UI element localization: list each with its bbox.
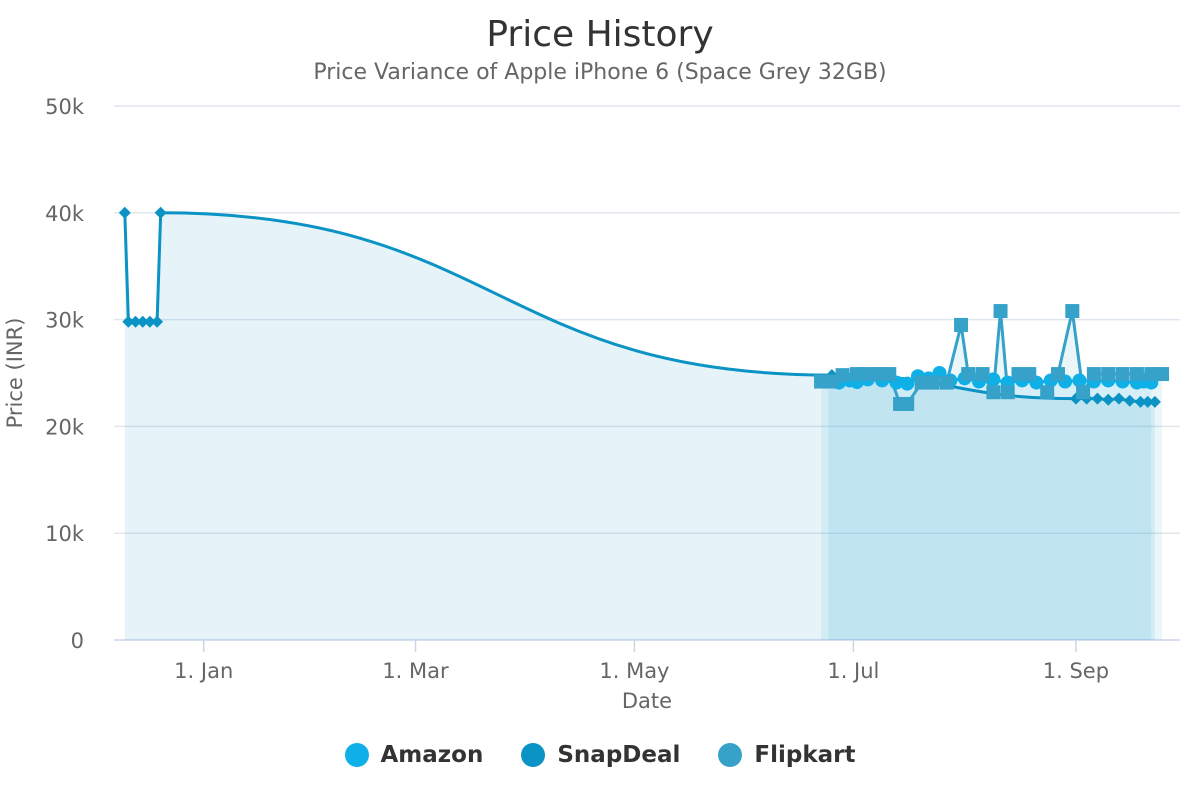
point-flipkart xyxy=(849,367,864,382)
point-snapdeal xyxy=(136,315,149,328)
y-tick-label: 40k xyxy=(45,202,85,226)
y-tick-label: 20k xyxy=(45,415,85,439)
point-flipkart xyxy=(1000,385,1015,400)
x-tick-label: 1. May xyxy=(599,659,669,683)
point-flipkart xyxy=(1086,367,1101,382)
x-tick-label: 1. Sep xyxy=(1043,659,1109,683)
point-amazon xyxy=(1072,373,1087,388)
point-flipkart xyxy=(939,375,954,390)
flipkart-circle-icon xyxy=(718,743,743,767)
point-flipkart xyxy=(975,367,990,382)
legend-label-amazon: Amazon xyxy=(380,742,484,768)
legend-item-snapdeal[interactable]: SnapDeal xyxy=(521,742,680,768)
point-snapdeal xyxy=(1123,394,1136,407)
point-flipkart xyxy=(1076,385,1091,400)
y-tick-label: 50k xyxy=(45,95,85,119)
point-flipkart xyxy=(1144,367,1159,382)
y-tick-label: 30k xyxy=(45,309,85,333)
point-snapdeal xyxy=(151,315,164,328)
point-flipkart xyxy=(882,367,897,382)
point-flipkart xyxy=(925,375,940,390)
point-snapdeal xyxy=(1134,395,1147,408)
legend-item-flipkart[interactable]: Flipkart xyxy=(718,742,856,768)
point-flipkart xyxy=(824,374,839,389)
point-flipkart xyxy=(993,304,1008,319)
point-snapdeal xyxy=(143,315,156,328)
point-flipkart xyxy=(986,385,1001,400)
x-tick-label: 1. Jul xyxy=(827,659,879,683)
point-snapdeal xyxy=(1141,395,1154,408)
point-snapdeal xyxy=(118,206,131,219)
area-flipkart xyxy=(821,311,1163,640)
legend-label-flipkart: Flipkart xyxy=(754,742,856,768)
point-flipkart xyxy=(814,374,829,389)
point-flipkart xyxy=(1011,367,1026,382)
point-snapdeal xyxy=(1148,395,1161,408)
point-amazon xyxy=(900,376,915,391)
y-tick-label: 10k xyxy=(45,522,85,546)
legend-item-amazon[interactable]: Amazon xyxy=(344,742,484,768)
point-flipkart xyxy=(860,367,875,382)
y-tick-label: 0 xyxy=(71,629,84,653)
area-snapdeal xyxy=(124,212,1155,641)
point-snapdeal xyxy=(1091,392,1104,405)
point-snapdeal xyxy=(122,315,135,328)
point-snapdeal xyxy=(1112,392,1125,405)
snapdeal-circle-icon xyxy=(521,743,546,767)
point-flipkart xyxy=(900,396,915,411)
x-tick-label: 1. Mar xyxy=(382,659,449,683)
point-flipkart xyxy=(914,375,929,390)
point-flipkart xyxy=(954,317,969,332)
point-flipkart xyxy=(961,367,976,382)
point-flipkart xyxy=(1115,367,1130,382)
point-flipkart xyxy=(1050,367,1065,382)
chart-title: Price History xyxy=(486,14,714,55)
point-snapdeal xyxy=(154,206,167,219)
amazon-circle-icon xyxy=(344,743,369,767)
point-flipkart xyxy=(1022,367,1037,382)
point-flipkart xyxy=(871,367,886,382)
point-flipkart xyxy=(835,368,850,383)
y-axis-title: Price (INR) xyxy=(3,318,27,429)
point-flipkart xyxy=(1065,304,1080,319)
legend-label-snapdeal: SnapDeal xyxy=(557,742,681,768)
point-snapdeal xyxy=(129,315,142,328)
point-flipkart xyxy=(1129,367,1144,382)
legend: Amazon SnapDeal Flipkart xyxy=(0,742,1200,768)
point-amazon xyxy=(986,372,1001,387)
point-snapdeal xyxy=(1102,393,1115,406)
point-flipkart xyxy=(1040,385,1055,400)
chart-subtitle: Price Variance of Apple iPhone 6 (Space … xyxy=(313,60,887,85)
x-axis-title: Date xyxy=(622,689,672,713)
x-tick-label: 1. Jan xyxy=(174,659,233,683)
area-amazon xyxy=(828,373,1152,640)
point-flipkart xyxy=(1101,367,1116,382)
point-flipkart xyxy=(1155,367,1170,382)
